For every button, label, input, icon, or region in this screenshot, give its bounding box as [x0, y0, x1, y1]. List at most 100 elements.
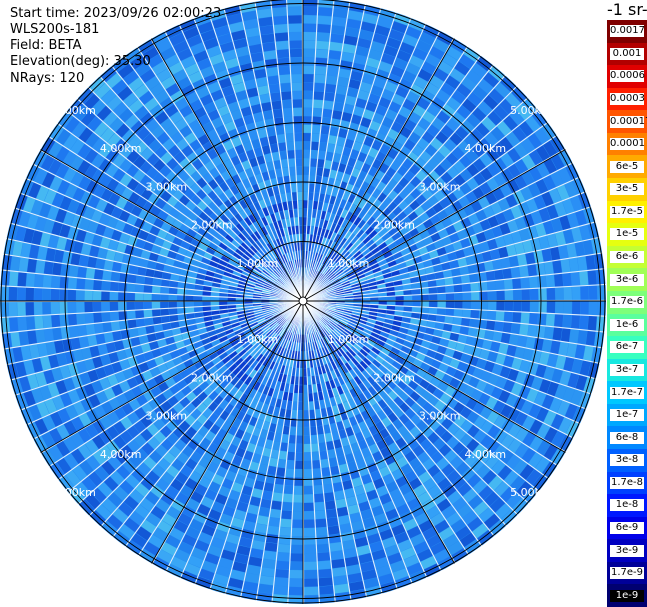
range-gate	[298, 393, 303, 402]
range-gate	[316, 331, 322, 340]
range-gate	[243, 328, 252, 335]
range-gate	[319, 585, 334, 595]
range-gate	[256, 155, 266, 165]
range-gate	[236, 410, 246, 421]
range-gate	[478, 392, 491, 406]
range-gate	[346, 18, 362, 30]
range-gate	[92, 290, 102, 301]
range-gate	[231, 226, 241, 236]
range-gate	[143, 301, 152, 310]
range-gate	[285, 349, 290, 358]
range-gate	[418, 519, 434, 533]
range-gate	[340, 261, 349, 270]
ray-separator	[302, 300, 587, 410]
range-gate	[326, 406, 334, 416]
range-gate	[278, 66, 291, 75]
range-gate	[444, 204, 456, 217]
range-gate	[218, 203, 229, 214]
ray-separator	[208, 12, 304, 302]
range-gate	[225, 497, 238, 509]
ray-separator	[302, 300, 470, 556]
range-gate	[141, 402, 154, 415]
range-gate	[359, 244, 368, 254]
range-gate	[473, 415, 487, 429]
range-gate	[378, 259, 388, 267]
range-gate	[303, 166, 310, 175]
range-gate	[281, 91, 292, 101]
range-gate	[248, 43, 263, 54]
colorbar-label: 0.0001	[610, 138, 645, 151]
range-gate	[349, 319, 358, 325]
range-gate	[479, 241, 490, 253]
range-gate	[203, 101, 217, 114]
range-gate	[484, 360, 495, 373]
range-gate	[221, 355, 231, 365]
range-gate	[244, 354, 253, 364]
range-gate	[193, 50, 209, 63]
range-gate	[172, 69, 188, 83]
range-label: 3.00km	[146, 180, 188, 193]
range-gate	[384, 544, 400, 557]
range-gate	[357, 152, 368, 163]
ray-separator	[302, 191, 586, 302]
range-gate	[52, 262, 62, 276]
range-gate	[499, 137, 514, 152]
range-gate	[387, 461, 400, 473]
range-gate	[579, 315, 589, 330]
range-gate	[94, 466, 110, 481]
range-gate	[480, 167, 493, 181]
range-gate	[118, 301, 127, 311]
range-gate	[345, 351, 354, 360]
range-gate	[27, 258, 37, 273]
range-gate	[246, 564, 261, 575]
range-gate	[318, 577, 333, 587]
range-gate	[243, 238, 253, 248]
range-gate	[378, 301, 387, 305]
range-gate	[268, 517, 281, 527]
range-gate	[292, 90, 303, 100]
range-gate	[292, 99, 303, 108]
range-gate	[333, 233, 341, 243]
range-gate	[160, 294, 169, 301]
range-gate	[386, 212, 397, 222]
range-gate	[292, 502, 303, 512]
range-gate	[226, 263, 236, 271]
ray-separator	[302, 300, 519, 516]
range-gate	[272, 271, 280, 279]
ppi-ray	[0, 301, 295, 317]
range-gate	[253, 201, 262, 211]
range-gate	[262, 308, 271, 312]
range-gate	[261, 336, 270, 345]
range-gate	[462, 510, 478, 525]
range-gate	[81, 243, 92, 256]
range-gate	[344, 253, 353, 262]
range-gate	[319, 133, 329, 143]
range-gate	[308, 401, 315, 410]
range-gate	[419, 313, 429, 321]
range-gate	[100, 188, 113, 202]
range-gate	[513, 301, 522, 312]
range-gate	[146, 233, 157, 244]
range-gate	[116, 349, 127, 361]
range-gate	[545, 313, 555, 327]
range-gate	[144, 317, 154, 326]
range-gate	[132, 345, 143, 356]
range-gate	[303, 65, 315, 74]
range-gate	[467, 264, 478, 274]
range-gate	[520, 400, 534, 415]
range-gate	[137, 266, 147, 276]
range-gate	[410, 414, 422, 426]
colorbar-label: 1.7e-8	[610, 476, 644, 489]
range-gate	[382, 196, 393, 207]
start-time-label: Start time: 2023/09/26 02:00:23	[10, 6, 222, 21]
range-gate	[290, 418, 297, 427]
range-gate	[235, 181, 246, 192]
range-gate	[78, 412, 92, 428]
range-gate	[169, 32, 186, 46]
range-gate	[417, 451, 430, 464]
range-gate	[265, 215, 273, 225]
range-gate	[312, 384, 318, 393]
range-gate	[499, 366, 511, 379]
range-gate	[439, 254, 449, 264]
range-gate	[363, 389, 373, 400]
